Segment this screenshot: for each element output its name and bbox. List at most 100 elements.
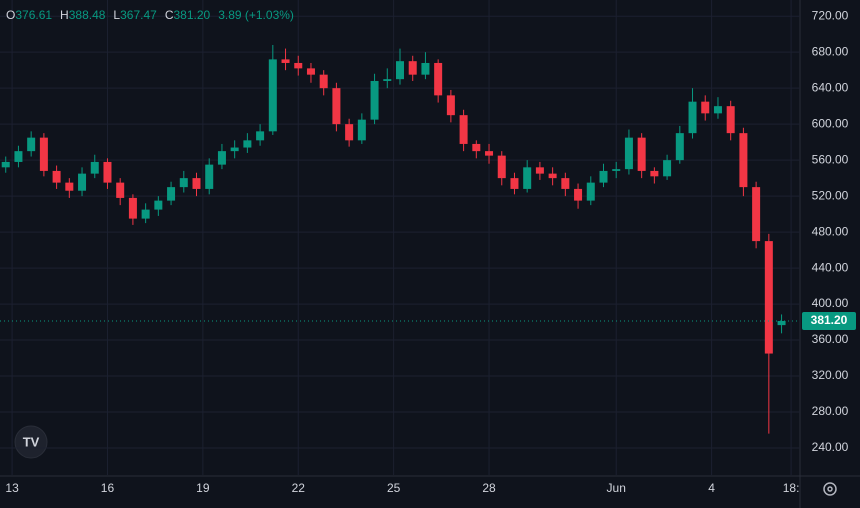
- candle-body: [446, 95, 455, 116]
- candle-body: [268, 59, 277, 132]
- candle-body: [472, 143, 481, 152]
- candle-body: [116, 182, 125, 198]
- candle-body: [243, 140, 252, 148]
- candle-body: [764, 241, 773, 354]
- candle-body: [383, 79, 392, 81]
- candle-body: [396, 61, 404, 80]
- candle-body: [217, 151, 226, 165]
- x-tick-label: 18:: [783, 481, 800, 495]
- candle-body: [294, 62, 303, 69]
- candle-body: [1, 161, 10, 168]
- candle-body: [561, 178, 570, 189]
- candle-body: [599, 170, 608, 183]
- candle-body: [650, 170, 659, 177]
- candle-body: [510, 178, 519, 189]
- candle-body: [179, 178, 188, 188]
- y-tick-label: 400.00: [812, 296, 849, 310]
- candle-body: [192, 178, 201, 189]
- candle-body: [739, 133, 748, 188]
- y-tick-label: 440.00: [812, 260, 849, 274]
- candle-body: [103, 161, 112, 183]
- candle-body: [332, 88, 341, 125]
- candle-body: [306, 68, 315, 75]
- candle-body: [345, 124, 354, 141]
- y-tick-label: 520.00: [812, 188, 849, 202]
- candle-body: [434, 62, 443, 96]
- ohlc-label: C: [165, 8, 174, 22]
- x-tick-label: 28: [482, 481, 496, 495]
- y-tick-label: 240.00: [812, 440, 849, 454]
- candle-body: [27, 137, 36, 152]
- ohlc-value: 367.47: [120, 8, 157, 22]
- candle-body: [713, 106, 722, 114]
- candle-body: [535, 167, 544, 174]
- x-tick-label: 16: [101, 481, 115, 495]
- x-tick-label: 25: [387, 481, 401, 495]
- candle-body: [90, 161, 99, 174]
- y-tick-label: 280.00: [812, 404, 849, 418]
- ohlc-label: H: [60, 8, 69, 22]
- y-tick-label: 320.00: [812, 368, 849, 382]
- y-tick-label: 680.00: [812, 44, 849, 58]
- candle-body: [154, 200, 163, 210]
- tv-logo: TV: [14, 425, 48, 459]
- candle-body: [726, 106, 735, 134]
- candle-body: [14, 151, 23, 162]
- candle-body: [281, 59, 290, 63]
- x-tick-label: 13: [5, 481, 19, 495]
- svg-text:TV: TV: [23, 434, 40, 449]
- candle-body: [128, 197, 137, 219]
- ohlc-header: O376.61 H388.48 L367.47 C381.20 3.89 (+1.03%…: [6, 8, 294, 22]
- settings-icon[interactable]: [823, 482, 837, 496]
- y-tick-label: 560.00: [812, 152, 849, 166]
- y-tick-label: 640.00: [812, 80, 849, 94]
- ohlc-value: 376.61: [15, 8, 52, 22]
- ohlc-label: O: [6, 8, 15, 22]
- ohlc-label: L: [113, 8, 120, 22]
- candle-body: [574, 188, 583, 201]
- candle-body: [523, 167, 532, 189]
- candle-body: [357, 119, 366, 141]
- candle-body: [586, 182, 595, 201]
- candle-body: [230, 147, 239, 152]
- candle-body: [141, 209, 150, 219]
- candle-body: [65, 182, 74, 191]
- candle-body: [256, 131, 265, 141]
- candle-body: [78, 173, 87, 191]
- candle-body: [497, 155, 506, 179]
- candle-body: [370, 80, 379, 120]
- candles: [1, 44, 786, 434]
- y-tick-label: 360.00: [812, 332, 849, 346]
- candle-body: [408, 61, 417, 75]
- candle-body: [675, 133, 684, 161]
- candle-body: [421, 62, 430, 75]
- y-tick-label: 600.00: [812, 116, 849, 130]
- x-tick-label: 19: [196, 481, 210, 495]
- candle-body: [52, 170, 61, 183]
- candle-body: [548, 173, 557, 179]
- y-tick-label: 720.00: [812, 8, 849, 22]
- change-value: 3.89 (+1.03%): [218, 8, 294, 22]
- x-tick-label: Jun: [607, 481, 626, 495]
- candle-body: [777, 320, 786, 326]
- x-tick-label: 4: [708, 481, 715, 495]
- candle-body: [205, 164, 214, 189]
- candle-body: [663, 160, 672, 177]
- candle-body: [701, 101, 710, 114]
- x-tick-label: 22: [292, 481, 306, 495]
- candle-body: [39, 137, 48, 171]
- candle-body: [637, 137, 646, 171]
- y-tick-label: 480.00: [812, 224, 849, 238]
- candle-body: [459, 115, 468, 144]
- candle-body: [319, 74, 328, 89]
- candle-body: [752, 187, 761, 242]
- candle-body: [612, 169, 621, 171]
- candle-body: [485, 151, 494, 156]
- last-price-box: [802, 311, 856, 330]
- candle-body: [688, 101, 697, 134]
- grid: [0, 0, 800, 475]
- candle-body: [167, 187, 176, 201]
